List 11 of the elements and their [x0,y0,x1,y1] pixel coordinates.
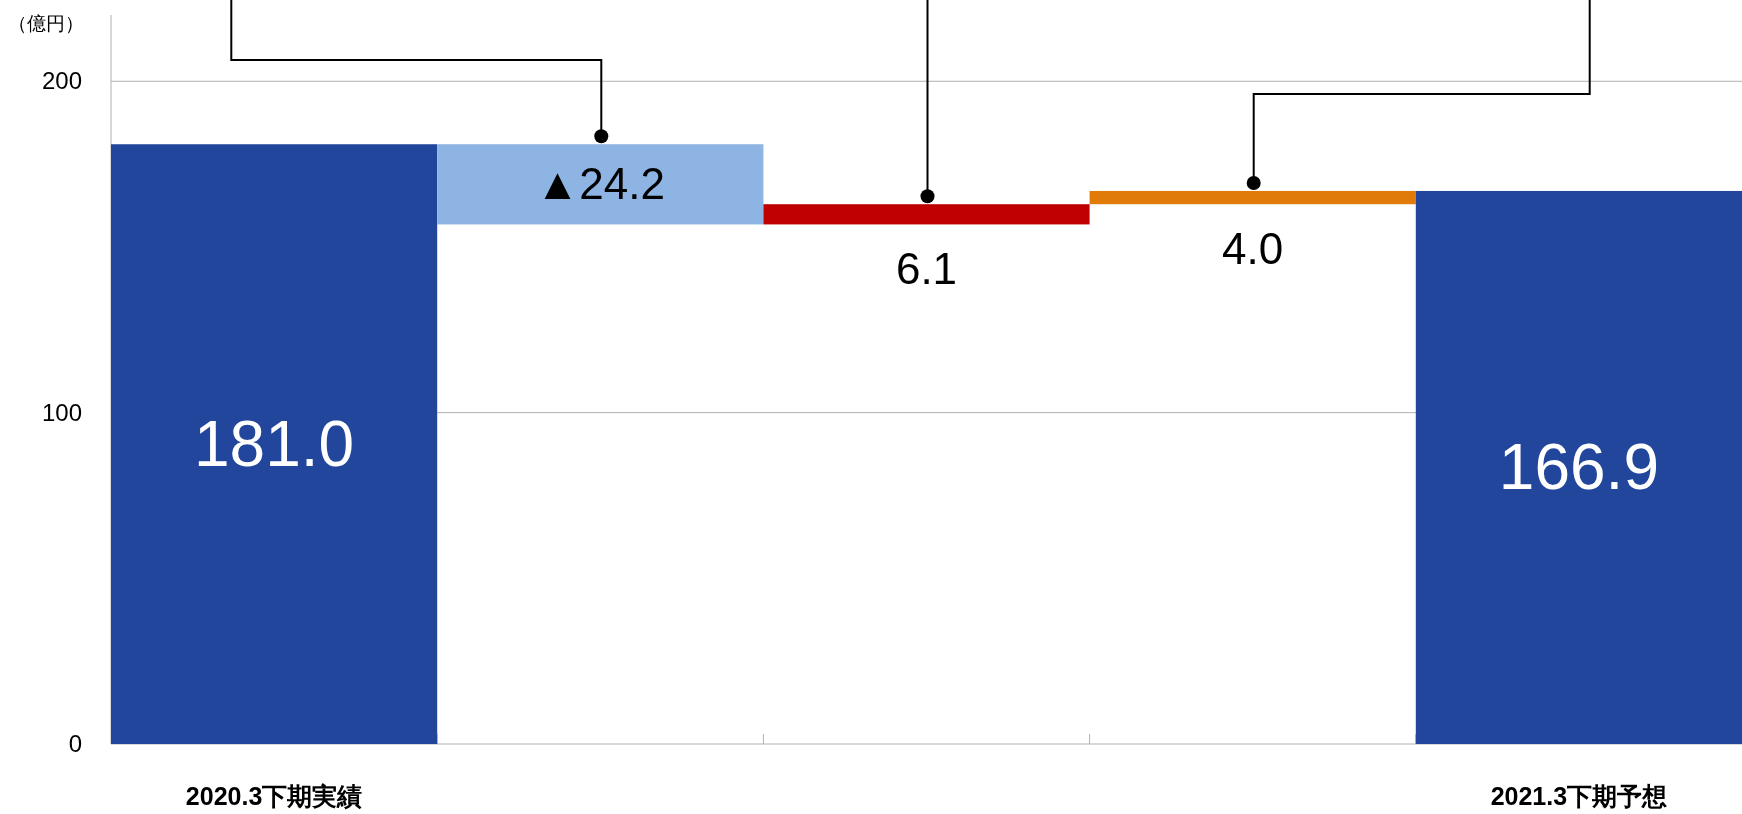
data-label: ▲24.2 [535,159,665,209]
data-label: 166.9 [1498,431,1659,504]
x-tick-label: 2021.3下期予想 [1490,782,1668,810]
y-tick-label: 200 [41,67,82,95]
y-tick-label: 100 [41,398,82,426]
data-label: 6.1 [895,244,958,294]
data-label: 181.0 [194,408,355,481]
y-axis-title: （億円） [8,13,84,34]
data-label: 4.0 [1222,224,1284,274]
x-tick-label: 2020.3下期実績 [185,782,363,810]
y-tick-label: 0 [68,730,82,757]
